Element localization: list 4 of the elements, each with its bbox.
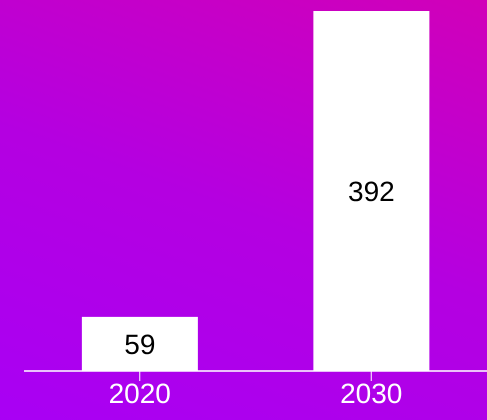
x-tick-label: 2020 xyxy=(108,378,171,409)
data-label: 392 xyxy=(348,176,395,207)
x-tick-label: 2030 xyxy=(340,378,402,409)
data-label: 59 xyxy=(124,328,156,360)
